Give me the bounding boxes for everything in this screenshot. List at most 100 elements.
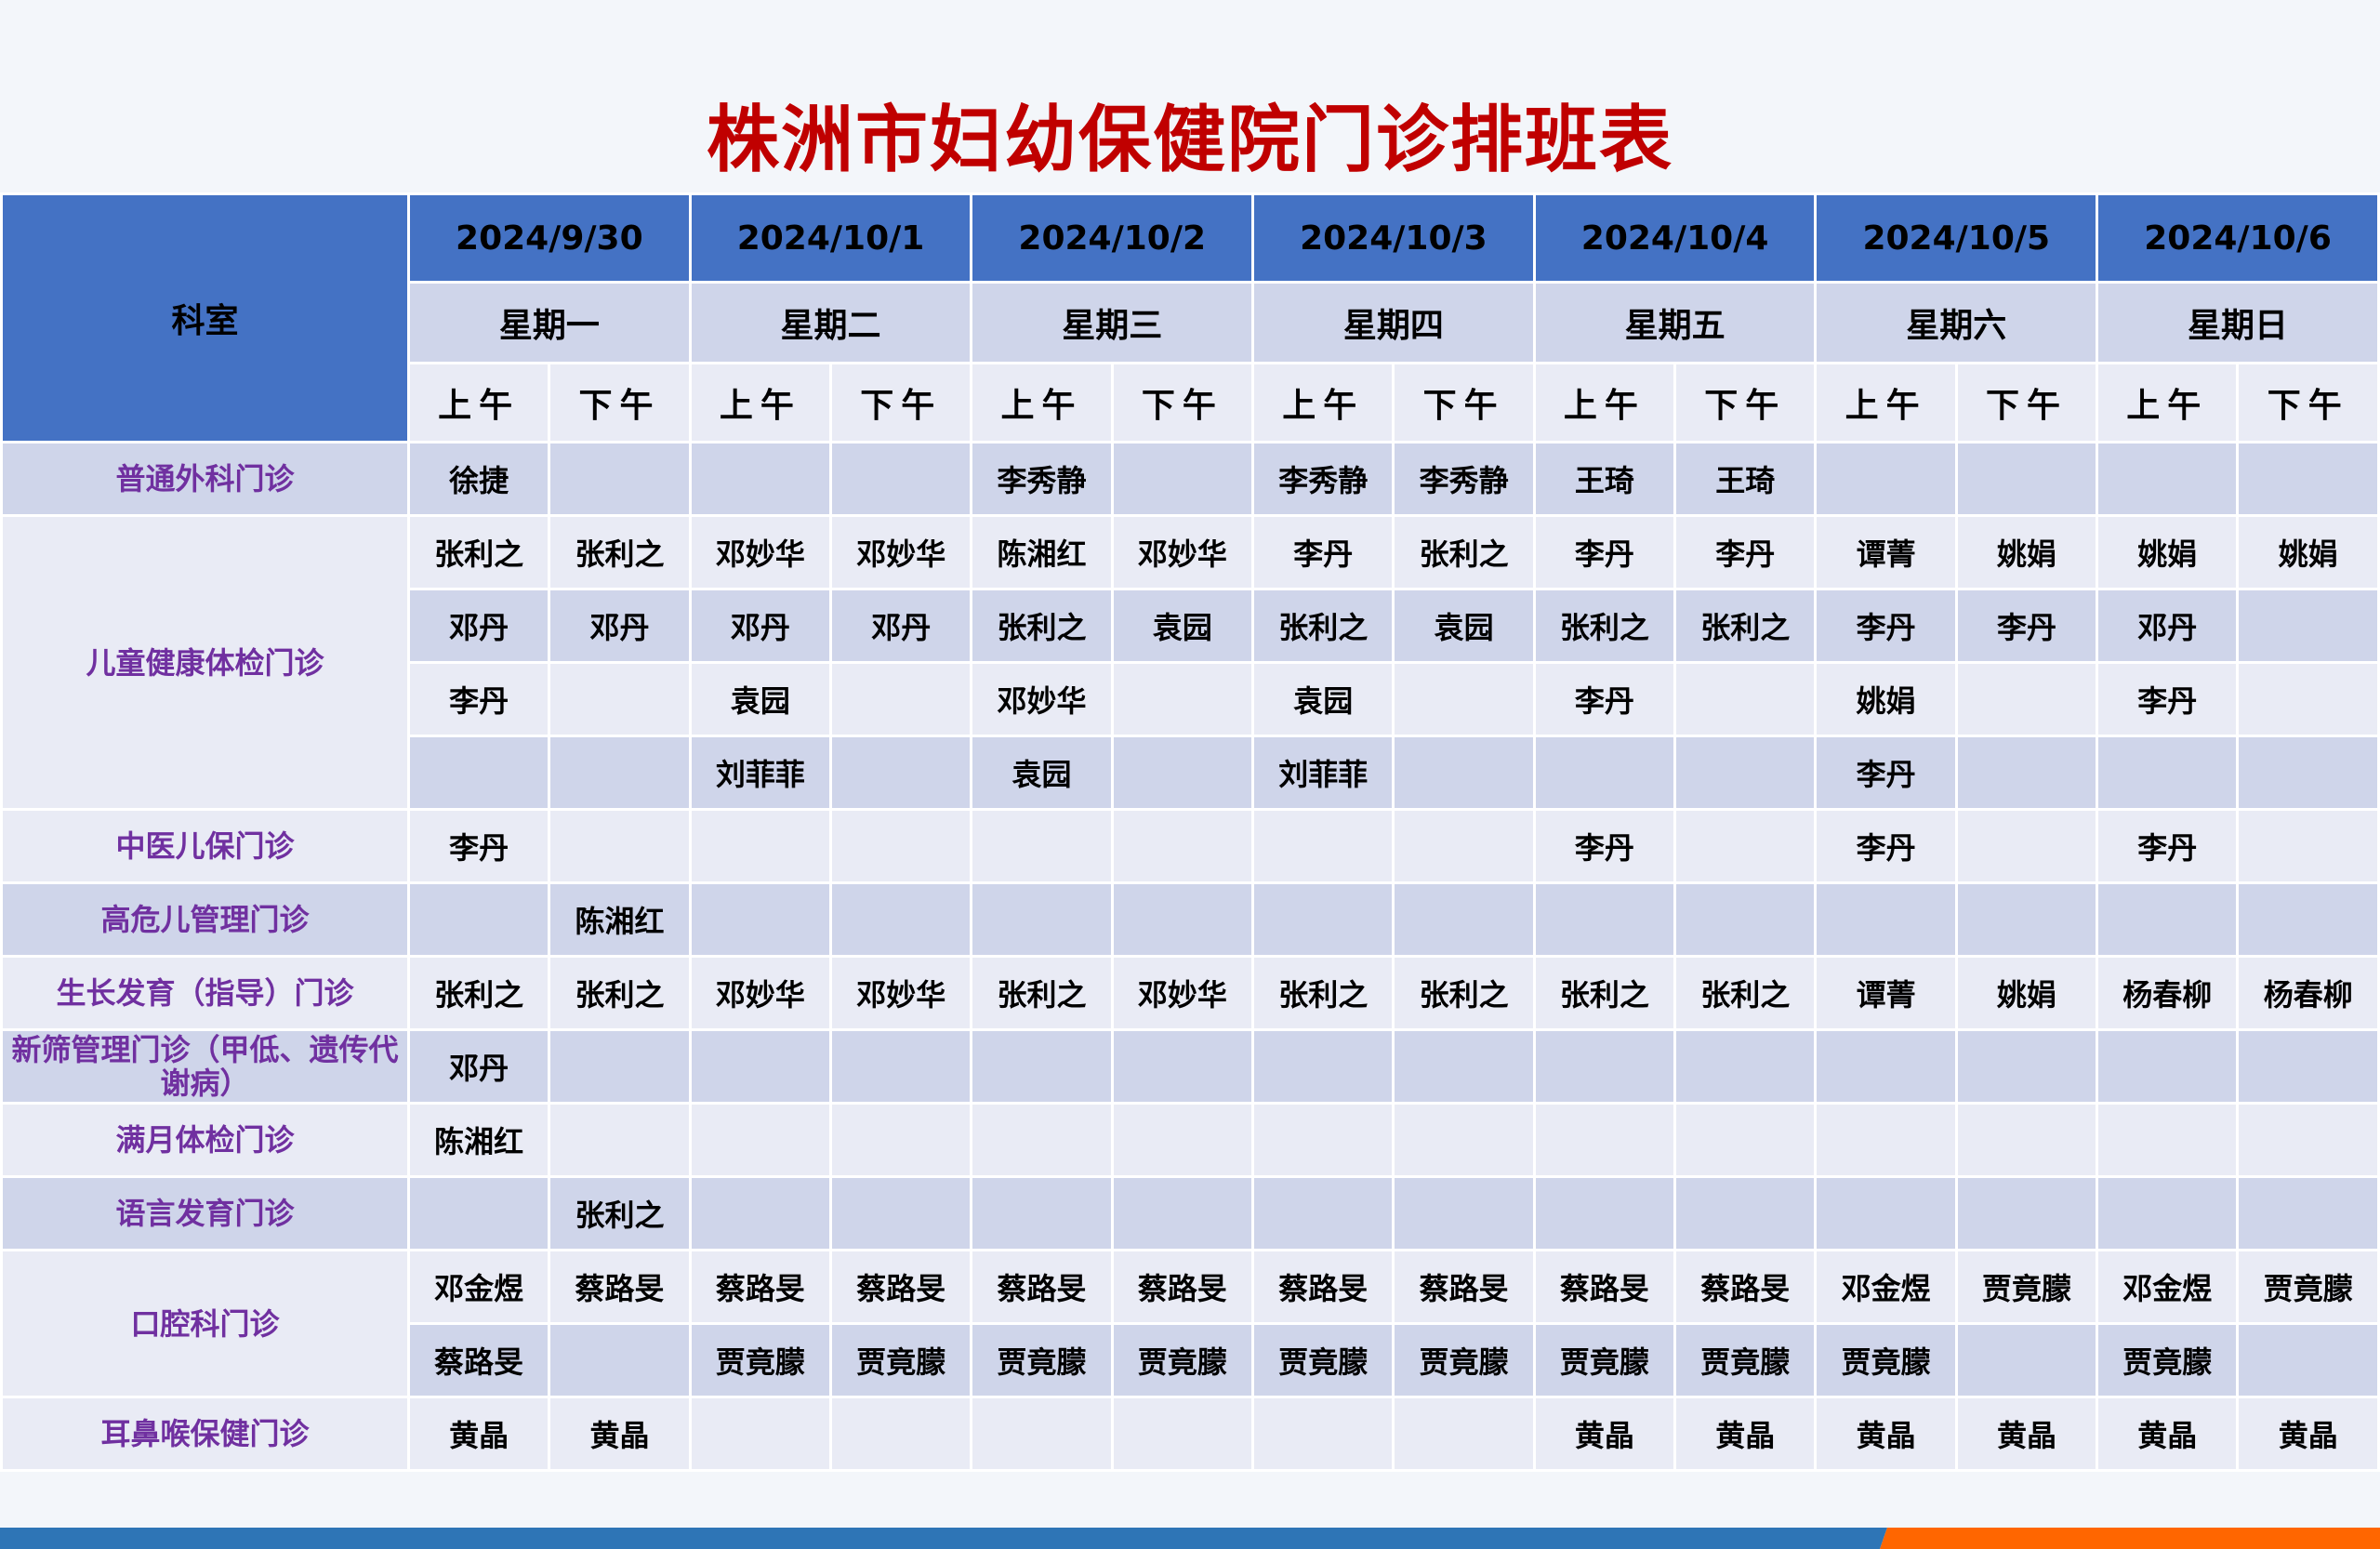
schedule-cell: 袁园 <box>1251 661 1395 737</box>
department-name: 生长发育（指导）门诊 <box>0 955 410 1031</box>
schedule-cell: 张利之 <box>1392 514 1536 590</box>
schedule-cell: 蔡路旻 <box>1110 1249 1255 1325</box>
schedule-cell <box>2096 881 2240 958</box>
am-header: 上午 <box>1532 362 1677 444</box>
schedule-cell: 张利之 <box>1251 588 1395 664</box>
table-row: 刘菲菲 袁园 刘菲菲 李丹 <box>2 735 2380 811</box>
schedule-cell <box>1251 881 1395 958</box>
schedule-cell: 黄晶 <box>406 1396 551 1472</box>
schedule-cell <box>2236 441 2380 517</box>
schedule-cell: 邓妙华 <box>829 514 973 590</box>
schedule-cell <box>829 1175 973 1251</box>
schedule-cell: 蔡路旻 <box>688 1249 833 1325</box>
schedule-cell <box>2236 661 2380 737</box>
am-header: 上午 <box>970 362 1114 444</box>
department-name: 新筛管理门诊（甲低、遗传代谢病） <box>0 1028 410 1105</box>
schedule-cell: 姚娟 <box>1814 661 1958 737</box>
pm-header: 下午 <box>1392 362 1536 444</box>
schedule-cell: 蔡路旻 <box>1392 1249 1536 1325</box>
header-weekday-row: 星期一 星期二 星期三 星期四 星期五 星期六 星期日 <box>2 281 2380 364</box>
department-name: 耳鼻喉保健门诊 <box>0 1396 410 1472</box>
schedule-cell <box>688 881 833 958</box>
schedule-cell <box>1673 881 1818 958</box>
schedule-cell <box>2236 808 2380 884</box>
am-header: 上午 <box>688 362 833 444</box>
schedule-cell <box>1392 1175 1536 1251</box>
table-row: 高危儿管理门诊 陈湘红 <box>0 881 2380 958</box>
schedule-cell <box>548 441 692 517</box>
schedule-cell: 邓金煜 <box>406 1249 551 1325</box>
schedule-cell <box>1251 1028 1395 1105</box>
table-row: 中医儿保门诊 李丹 李丹 李丹 李丹 <box>0 808 2380 884</box>
schedule-cell <box>829 441 973 517</box>
table-row: 新筛管理门诊（甲低、遗传代谢病） 邓丹 <box>0 1028 2380 1105</box>
schedule-cell <box>406 735 551 811</box>
schedule-cell: 袁园 <box>970 735 1114 811</box>
schedule-cell: 张利之 <box>406 514 551 590</box>
schedule-cell <box>970 881 1114 958</box>
schedule-cell <box>1532 1028 1677 1105</box>
schedule-cell <box>829 1396 973 1472</box>
schedule-cell <box>2236 735 2380 811</box>
schedule-cell: 王琦 <box>1673 441 1818 517</box>
schedule-cell: 贾竟朦 <box>970 1322 1114 1398</box>
date-header: 2024/10/6 <box>2096 192 2380 284</box>
pm-header: 下午 <box>1110 362 1255 444</box>
schedule-cell <box>2096 1028 2240 1105</box>
schedule-cell <box>1110 441 1255 517</box>
schedule-cell <box>1251 1102 1395 1178</box>
schedule-cell <box>829 808 973 884</box>
schedule-cell: 贾竟朦 <box>1673 1322 1818 1398</box>
schedule-cell <box>1392 1102 1536 1178</box>
schedule-cell <box>1392 881 1536 958</box>
schedule-cell: 李秀静 <box>1251 441 1395 517</box>
schedule-cell <box>1673 1175 1818 1251</box>
schedule-cell: 姚娟 <box>1954 514 2099 590</box>
schedule-cell: 李丹 <box>1814 808 1958 884</box>
schedule-cell <box>2236 881 2380 958</box>
table-row: 邓丹 邓丹 邓丹 邓丹 张利之 袁园 张利之 袁园 张利之 张利之 李丹 李丹 邓丹 <box>2 588 2380 664</box>
schedule-cell: 张利之 <box>548 955 692 1031</box>
schedule-cell <box>406 1175 551 1251</box>
schedule-cell <box>1954 881 2099 958</box>
table-row: 李丹 袁园 邓妙华 袁园 李丹 姚娟 李丹 <box>2 661 2380 737</box>
schedule-cell <box>1954 1175 2099 1251</box>
schedule-cell <box>1954 1102 2099 1178</box>
schedule-cell <box>688 1175 833 1251</box>
schedule-cell <box>1814 1102 1958 1178</box>
schedule-cell <box>970 1175 1114 1251</box>
am-header: 上午 <box>406 362 551 444</box>
schedule-cell <box>1673 1102 1818 1178</box>
schedule-cell <box>1110 1175 1255 1251</box>
schedule-cell <box>2096 1175 2240 1251</box>
table-row: 生长发育（指导）门诊 张利之 张利之 邓妙华 邓妙华 张利之 邓妙华 张利之 张利之 张利之 张利之… <box>0 955 2380 1031</box>
schedule-cell: 蔡路旻 <box>548 1249 692 1325</box>
schedule-cell <box>2236 1322 2380 1398</box>
schedule-cell <box>548 808 692 884</box>
footer-bar-blue <box>0 1528 1887 1549</box>
schedule-cell: 李丹 <box>1532 514 1677 590</box>
am-header: 上午 <box>1814 362 1958 444</box>
schedule-cell: 张利之 <box>1392 955 1536 1031</box>
schedule-cell: 黄晶 <box>548 1396 692 1472</box>
schedule-cell: 李秀静 <box>1392 441 1536 517</box>
schedule-cell: 杨春柳 <box>2236 955 2380 1031</box>
schedule-cell <box>1954 735 2099 811</box>
schedule-cell: 贾竟朦 <box>1110 1322 1255 1398</box>
schedule-cell <box>1392 661 1536 737</box>
schedule-cell: 李丹 <box>2096 661 2240 737</box>
schedule-cell: 贾竟朦 <box>1392 1322 1536 1398</box>
table-row: 满月体检门诊 陈湘红 <box>0 1102 2380 1178</box>
date-header: 2024/10/5 <box>1814 192 2099 284</box>
date-header: 2024/10/4 <box>1532 192 1818 284</box>
weekday-header: 星期四 <box>1251 281 1536 364</box>
schedule-cell <box>1954 441 2099 517</box>
am-header: 上午 <box>1251 362 1395 444</box>
table-row: 口腔科门诊 邓金煜 蔡路旻 蔡路旻 蔡路旻 蔡路旻 蔡路旻 蔡路旻 蔡路旻 蔡路旻 蔡路旻 邓金煜 贾竟… <box>0 1249 2380 1398</box>
schedule-cell <box>1954 661 2099 737</box>
schedule-cell <box>829 1028 973 1105</box>
schedule-cell: 黄晶 <box>1954 1396 2099 1472</box>
schedule-cell: 黄晶 <box>1532 1396 1677 1472</box>
schedule-cell: 李丹 <box>406 661 551 737</box>
schedule-cell: 姚娟 <box>1954 955 2099 1031</box>
